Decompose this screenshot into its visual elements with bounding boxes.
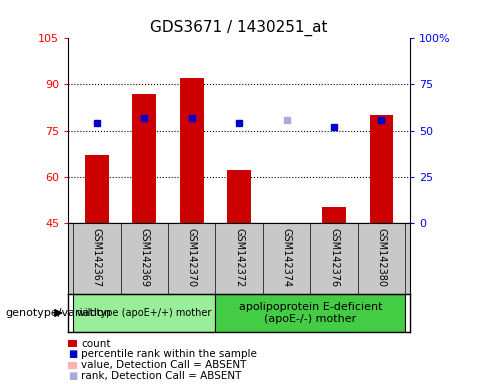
Text: GSM142380: GSM142380 <box>376 228 386 287</box>
Text: GSM142367: GSM142367 <box>92 228 102 288</box>
Text: GSM142369: GSM142369 <box>139 228 149 287</box>
Text: GSM142370: GSM142370 <box>187 228 197 288</box>
Text: genotype/variation: genotype/variation <box>5 308 111 318</box>
Text: GSM142376: GSM142376 <box>329 228 339 288</box>
Bar <box>180 78 203 223</box>
Bar <box>322 207 346 223</box>
Text: apolipoprotein E-deficient
(apoE-/-) mother: apolipoprotein E-deficient (apoE-/-) mot… <box>239 302 382 324</box>
Title: GDS3671 / 1430251_at: GDS3671 / 1430251_at <box>150 20 328 36</box>
Bar <box>73 294 215 332</box>
Text: count: count <box>81 339 110 349</box>
Text: rank, Detection Call = ABSENT: rank, Detection Call = ABSENT <box>81 371 242 381</box>
Text: GSM142374: GSM142374 <box>282 228 291 288</box>
Text: wildtype (apoE+/+) mother: wildtype (apoE+/+) mother <box>77 308 211 318</box>
Bar <box>227 170 251 223</box>
Bar <box>132 94 156 223</box>
Text: value, Detection Call = ABSENT: value, Detection Call = ABSENT <box>81 360 246 370</box>
Text: ■: ■ <box>68 371 77 381</box>
Text: GSM142372: GSM142372 <box>234 228 244 288</box>
Text: percentile rank within the sample: percentile rank within the sample <box>81 349 257 359</box>
Bar <box>85 155 109 223</box>
Text: ■: ■ <box>68 349 77 359</box>
Bar <box>215 294 405 332</box>
Bar <box>369 115 393 223</box>
